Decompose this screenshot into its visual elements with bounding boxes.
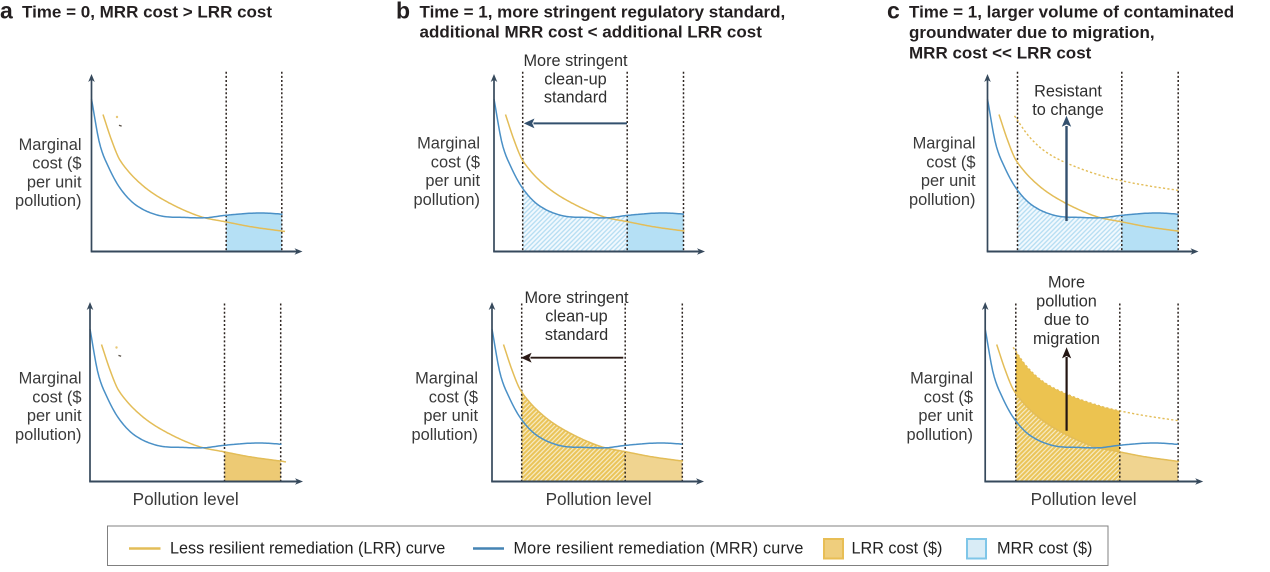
svg-text:due to: due to <box>1044 311 1089 329</box>
svg-text:pollution): pollution) <box>909 191 976 209</box>
svg-text:Less resilient remediation (LR: Less resilient remediation (LRR) curve <box>170 540 445 558</box>
svg-text:pollution): pollution) <box>15 426 82 444</box>
svg-text:b: b <box>396 0 410 24</box>
svg-text:to change: to change <box>1032 101 1104 119</box>
svg-text:Marginal: Marginal <box>913 135 976 153</box>
svg-text:Time = 1, more stringent regul: Time = 1, more stringent regulatory stan… <box>420 3 786 22</box>
svg-text:Time = 1, larger volume of con: Time = 1, larger volume of contaminated <box>909 3 1234 22</box>
svg-text:MRR cost ($): MRR cost ($) <box>997 540 1092 558</box>
svg-text:clean-up: clean-up <box>545 308 607 326</box>
svg-text:per unit: per unit <box>27 407 82 425</box>
svg-text:cost ($: cost ($ <box>429 388 478 406</box>
svg-text:c: c <box>887 0 900 24</box>
svg-text:Pollution level: Pollution level <box>133 489 239 509</box>
svg-text:Marginal: Marginal <box>910 370 973 388</box>
svg-text:Time = 0, MRR cost > LRR cost: Time = 0, MRR cost > LRR cost <box>22 3 272 22</box>
svg-text:LRR cost ($): LRR cost ($) <box>852 540 943 558</box>
svg-text:clean-up: clean-up <box>544 70 606 88</box>
svg-text:pollution): pollution) <box>411 426 478 444</box>
svg-text:More stringent: More stringent <box>523 52 628 70</box>
svg-text:cost ($: cost ($ <box>924 388 973 406</box>
svg-text:pollution): pollution) <box>15 192 82 210</box>
svg-text:pollution: pollution <box>1036 292 1097 310</box>
svg-text:Pollution level: Pollution level <box>1031 489 1137 509</box>
svg-text:MRR cost << LRR cost: MRR cost << LRR cost <box>909 44 1092 63</box>
svg-text:Marginal: Marginal <box>415 370 478 388</box>
svg-text:pollution): pollution) <box>906 426 973 444</box>
svg-text:groundwater due to migration,: groundwater due to migration, <box>909 23 1155 42</box>
svg-text:per unit: per unit <box>918 407 973 425</box>
svg-text:Pollution level: Pollution level <box>546 489 652 509</box>
svg-text:Marginal: Marginal <box>19 136 82 154</box>
svg-text:Marginal: Marginal <box>417 135 480 153</box>
svg-text:More: More <box>1048 274 1085 292</box>
svg-text:cost ($: cost ($ <box>431 153 480 171</box>
svg-text:additional MRR cost < addition: additional MRR cost < additional LRR cos… <box>420 23 763 42</box>
svg-text:per unit: per unit <box>423 407 478 425</box>
svg-text:cost ($: cost ($ <box>32 155 81 173</box>
svg-text:per unit: per unit <box>425 172 480 190</box>
svg-text:standard: standard <box>544 89 607 107</box>
svg-text:standard: standard <box>545 326 608 344</box>
svg-text:Marginal: Marginal <box>19 370 82 388</box>
svg-text:per unit: per unit <box>27 173 82 191</box>
svg-text:pollution): pollution) <box>413 191 480 209</box>
svg-text:Resistant: Resistant <box>1034 83 1102 101</box>
svg-text:migration: migration <box>1033 330 1100 348</box>
svg-text:a: a <box>0 0 13 24</box>
svg-text:More resilient remediation (MR: More resilient remediation (MRR) curve <box>514 540 804 558</box>
svg-text:cost ($: cost ($ <box>32 388 81 406</box>
svg-text:per unit: per unit <box>921 172 976 190</box>
svg-text:cost ($: cost ($ <box>926 153 975 171</box>
svg-text:More stringent: More stringent <box>524 289 629 307</box>
